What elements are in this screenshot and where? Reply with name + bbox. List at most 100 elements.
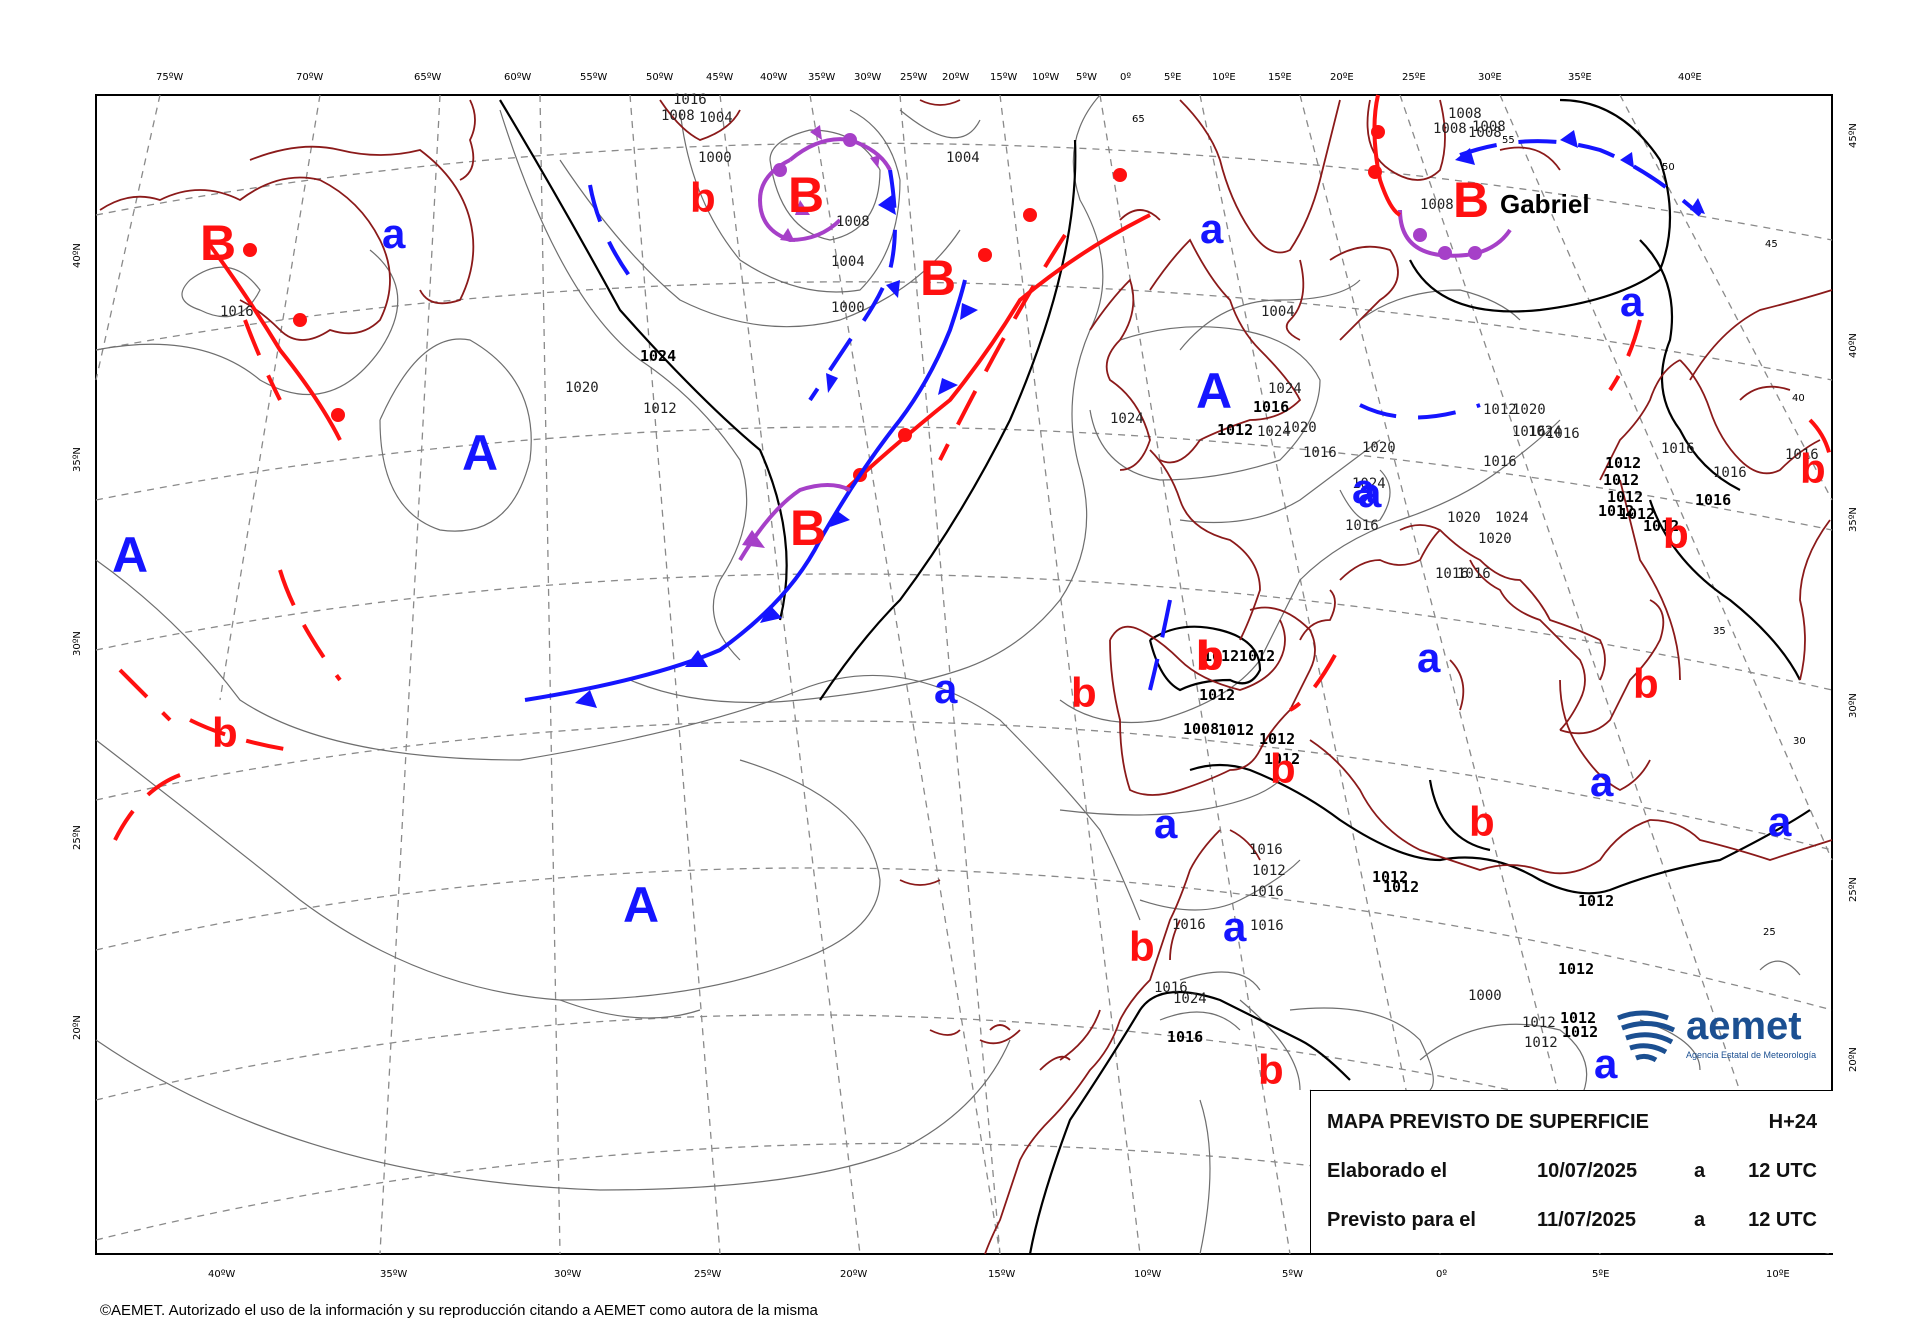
isobar-label: 1024 <box>1173 991 1207 1007</box>
isobar-label: 1012 <box>1203 647 1239 665</box>
top-axis-label: 30ºE <box>1478 72 1502 83</box>
relative-low-center: b <box>1196 632 1222 679</box>
isobar-label: 1012 <box>1239 647 1275 665</box>
isobar-label: 1008 <box>836 214 870 230</box>
isobar-label: 1016 <box>1303 445 1337 461</box>
bottom-axis-label: 5ºW <box>1282 1269 1303 1280</box>
top-axis: 75ºW 70ºW 65ºW 60ºW 55ºW 50ºW 45ºW 40ºW 35ºW 30ºW… <box>156 72 1702 83</box>
top-axis-label: 0º <box>1120 72 1131 83</box>
top-axis-label: 40ºE <box>1678 72 1702 83</box>
isobar-label: 1020 <box>1478 531 1512 547</box>
isobar-label: 1024 <box>1352 476 1386 492</box>
inner-grid-label: 30 <box>1793 736 1806 747</box>
isobar-label: 1012 <box>1558 960 1594 978</box>
aemet-logo-icon <box>1617 1010 1676 1063</box>
low-pressure-center: B <box>1453 172 1489 228</box>
left-axis-label: 35ºN <box>72 447 83 472</box>
relative-high-center: a <box>1594 1040 1618 1087</box>
isobar-label: 1012 <box>1522 1015 1556 1031</box>
isobar-label: 1012 <box>1252 863 1286 879</box>
low-pressure-center: B <box>788 167 824 223</box>
aemet-logo-subtitle: Agencia Estatal de Meteorología <box>1686 1050 1817 1060</box>
bottom-axis-label: 10ºE <box>1766 1269 1790 1280</box>
map-title: MAPA PREVISTO DE SUPERFICIE <box>1327 1111 1649 1133</box>
top-axis-label: 35ºW <box>808 72 835 83</box>
isobar-label: 1012 <box>1483 402 1517 418</box>
relative-low-center: b <box>690 174 716 221</box>
high-pressure-center: A <box>1196 363 1232 419</box>
isobar-label: 1024 <box>1528 424 1562 440</box>
isobar-label: 1016 <box>1154 980 1188 996</box>
isobar-label: 1012 <box>1217 421 1253 439</box>
left-axis: 40ºN 35ºN 30ºN 25ºN 20ºN <box>72 243 83 1040</box>
bottom-axis-label: 5ºE <box>1592 1269 1609 1280</box>
top-axis-label: 10ºW <box>1032 72 1059 83</box>
relative-low-center: b <box>212 709 238 756</box>
left-axis-label: 40ºN <box>72 243 83 268</box>
high-pressure-center: A <box>112 527 148 583</box>
map-frame <box>95 94 1833 1255</box>
fronts <box>208 94 1705 708</box>
inner-labels: 65 55 50 45 40 35 30 25 <box>1132 114 1806 938</box>
isobar-label: 1020 <box>1362 440 1396 456</box>
isobar-label: 1012 <box>1218 721 1254 739</box>
top-axis-label: 65ºW <box>414 72 441 83</box>
isobar-label: 1008 <box>1448 106 1482 122</box>
low-pressure-center: B <box>920 250 956 306</box>
isobar-label: 1016 <box>1345 518 1379 534</box>
warm-front-west <box>208 243 342 441</box>
isobar-label: 1016 <box>1249 842 1283 858</box>
top-axis-label: 20ºW <box>942 72 969 83</box>
right-axis-label: 20ºN <box>1848 1047 1859 1072</box>
right-axis-label: 35ºN <box>1848 507 1859 532</box>
top-axis-label: 50ºW <box>646 72 673 83</box>
inner-grid-label: 40 <box>1792 393 1805 404</box>
isobar-label: 1012 <box>643 401 677 417</box>
relative-high-center: a <box>1200 205 1224 252</box>
left-axis-label: 20ºN <box>72 1015 83 1040</box>
top-axis-label: 30ºW <box>854 72 881 83</box>
isobar-label: 1012 <box>1578 892 1614 910</box>
isobar-label: 1004 <box>699 110 733 126</box>
relative-high-center: a <box>1417 634 1441 681</box>
info-row-title: MAPA PREVISTO DE SUPERFICIE H+24 <box>1327 1111 1817 1141</box>
relative-high-center: a <box>1223 903 1247 950</box>
isobars <box>95 94 1811 1255</box>
valid-separator: a <box>1694 1209 1706 1231</box>
isobar-label: 1020 <box>1512 402 1546 418</box>
relative-low-center: b <box>1270 745 1296 792</box>
isobar-label: 1020 <box>1283 420 1317 436</box>
isobar-label: 1012 <box>1619 505 1655 523</box>
isobar-label: 1008 <box>1420 197 1454 213</box>
isobar-label: 1020 <box>1447 510 1481 526</box>
top-axis-label: 45ºW <box>706 72 733 83</box>
inner-grid-label: 45 <box>1765 239 1778 250</box>
issued-time: 12 UTC <box>1748 1160 1817 1182</box>
inner-grid-label: 25 <box>1763 927 1776 938</box>
top-axis-label: 20ºE <box>1330 72 1354 83</box>
bottom-axis-label: 20ºW <box>840 1269 867 1280</box>
high-pressure-center: A <box>623 877 659 933</box>
isobar-label: 1016 <box>1250 884 1284 900</box>
isobar-label: 1000 <box>698 150 732 166</box>
forecast-info-box: MAPA PREVISTO DE SUPERFICIE H+24 Elabora… <box>1310 1090 1833 1253</box>
isobar-label: 1004 <box>946 150 980 166</box>
relative-low-center: b <box>1663 510 1689 557</box>
isobar-label: 1016 <box>1253 398 1289 416</box>
inner-grid-label: 35 <box>1713 626 1726 637</box>
isobar-label: 1024 <box>1268 381 1302 397</box>
isobar-label: 1020 <box>565 380 599 396</box>
isobar-label: 1012 <box>1605 454 1641 472</box>
occluded-front-central <box>738 483 851 562</box>
isobar-label: 1016 <box>1435 566 1469 582</box>
relative-low-center: b <box>1633 660 1659 707</box>
top-axis-label: 15ºW <box>990 72 1017 83</box>
high-pressure-center: A <box>462 425 498 481</box>
inner-grid-label: 65 <box>1132 114 1145 125</box>
isobar-label: 1016 <box>1167 1028 1203 1046</box>
relative-high-center: a <box>1358 469 1382 516</box>
bottom-axis-label: 0º <box>1436 1269 1447 1280</box>
isobar-label: 1016 <box>1785 447 1819 463</box>
relative-high-center: a <box>1154 800 1178 847</box>
top-axis-label: 5ºW <box>1076 72 1097 83</box>
